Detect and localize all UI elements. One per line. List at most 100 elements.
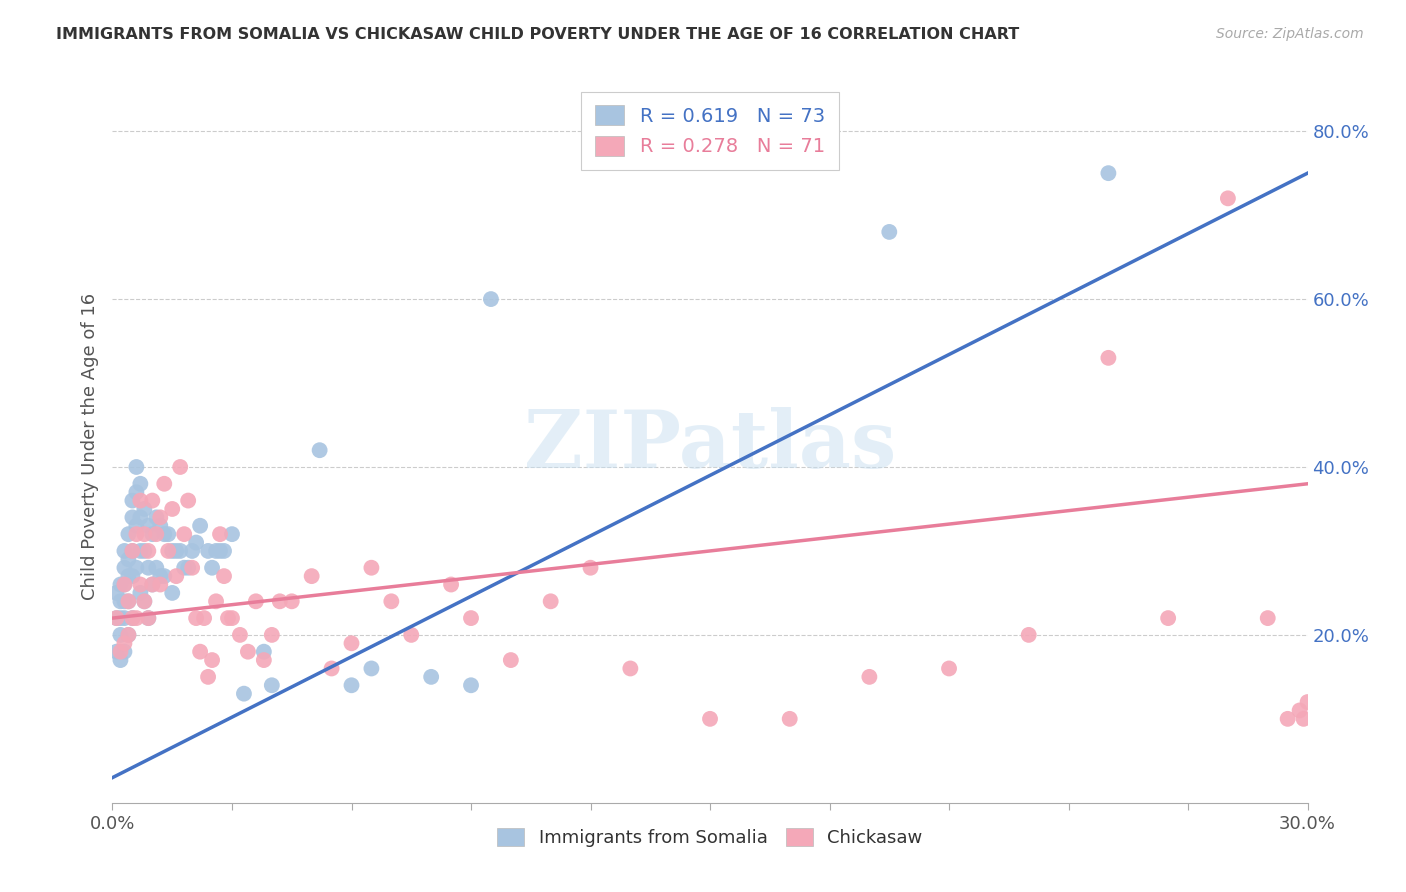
Point [205,544,228,558]
Point [114,636,135,650]
Point [269,594,291,608]
Point [165,569,187,583]
Point [105,611,128,625]
Point [153,569,176,583]
Point [169,544,191,558]
Point [138,611,160,625]
Point [145,510,167,524]
Point [129,544,152,558]
Point [186,535,208,549]
Y-axis label: Child Poverty Under the Age of 16: Child Poverty Under the Age of 16 [80,293,98,599]
Point [110,577,132,591]
Point [110,645,132,659]
Point [619,661,641,675]
Point [138,611,160,625]
Point [340,636,363,650]
Point [162,586,183,600]
Point [141,493,163,508]
Point [141,577,163,591]
Point [440,577,463,591]
Point [1216,191,1239,205]
Point [110,594,132,608]
Point [117,628,139,642]
Point [134,594,156,608]
Point [1257,611,1279,625]
Point [479,292,502,306]
Point [209,527,232,541]
Point [114,594,135,608]
Point [149,569,172,583]
Text: ZIPatlas: ZIPatlas [524,407,896,485]
Point [121,611,143,625]
Point [105,645,128,659]
Point [229,628,252,642]
Point [114,645,135,659]
Point [1296,695,1319,709]
Point [149,518,172,533]
Point [129,510,152,524]
Point [260,628,283,642]
Point [1277,712,1299,726]
Point [360,661,382,675]
Point [117,569,139,583]
Point [221,611,243,625]
Point [141,527,163,541]
Point [134,544,156,558]
Point [212,544,235,558]
Point [173,527,195,541]
Point [105,586,128,600]
Point [209,544,232,558]
Point [188,645,211,659]
Point [779,712,801,726]
Point [114,577,135,591]
Point [129,577,152,591]
Point [114,611,135,625]
Point [129,493,152,508]
Point [125,560,148,574]
Point [181,560,204,574]
Point [217,611,239,625]
Point [233,687,256,701]
Point [1097,166,1119,180]
Point [253,653,276,667]
Point [162,502,183,516]
Point [153,527,176,541]
Point [149,510,172,524]
Point [125,527,148,541]
Point [1288,703,1310,717]
Point [460,678,482,692]
Point [221,527,243,541]
Point [173,560,195,574]
Point [117,527,139,541]
Point [121,544,143,558]
Point [193,611,215,625]
Point [138,518,160,533]
Point [145,560,167,574]
Point [201,560,224,574]
Point [321,661,343,675]
Point [138,560,160,574]
Point [205,594,228,608]
Point [169,460,191,475]
Point [579,560,602,574]
Point [134,502,156,516]
Point [1292,712,1315,726]
Legend: Immigrants from Somalia, Chickasaw: Immigrants from Somalia, Chickasaw [486,817,934,858]
Point [138,544,160,558]
Point [260,678,283,692]
Point [110,653,132,667]
Point [858,670,880,684]
Point [308,443,330,458]
Point [188,518,211,533]
Point [186,611,208,625]
Point [125,485,148,500]
Point [117,628,139,642]
Point [125,460,148,475]
Point [110,628,132,642]
Point [134,527,156,541]
Point [380,594,402,608]
Point [181,544,204,558]
Point [177,493,200,508]
Point [212,569,235,583]
Point [157,527,180,541]
